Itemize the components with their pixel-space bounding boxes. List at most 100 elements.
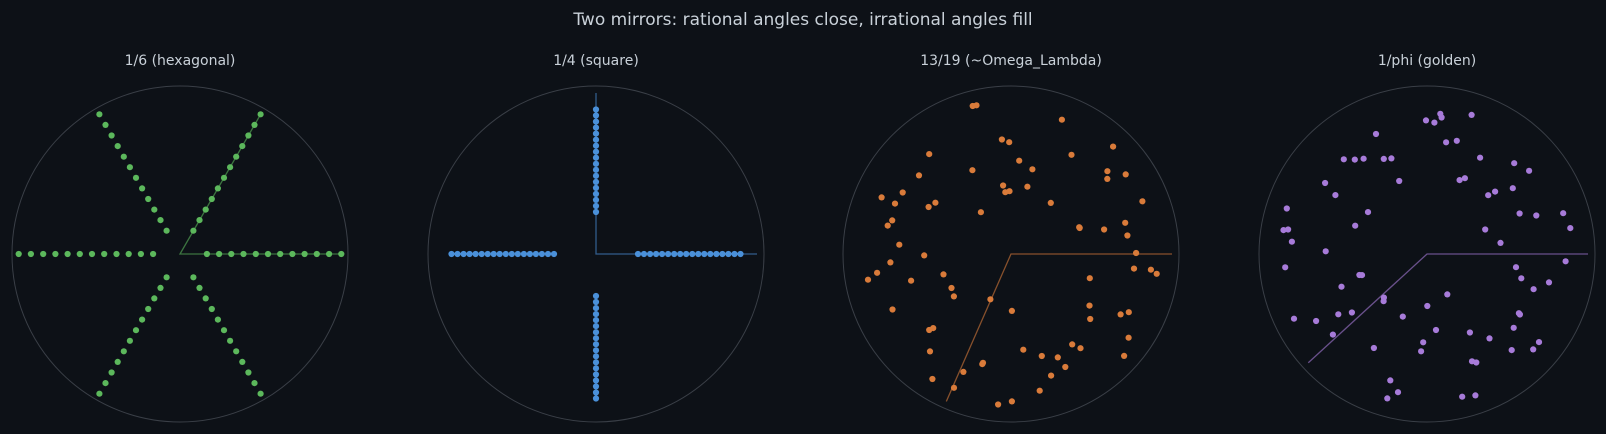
panel-3-mirror-lines xyxy=(945,253,1172,402)
panel-3-point xyxy=(1016,157,1023,164)
panel-2-point xyxy=(671,250,678,258)
panel-2-point xyxy=(592,160,600,167)
panel-3-point xyxy=(969,102,976,110)
panel-3-point xyxy=(1062,363,1069,371)
panel-2-point xyxy=(484,250,491,258)
panel-1-plot xyxy=(11,85,349,423)
panel-1-point xyxy=(257,111,264,118)
panel-3-point xyxy=(1139,198,1146,205)
panel-3-point xyxy=(1086,302,1093,309)
panel-1-point xyxy=(108,132,115,139)
panel-3-point xyxy=(950,293,958,300)
panel-1-point xyxy=(233,348,240,355)
panel-3-circle xyxy=(842,85,1180,423)
panel-1-point xyxy=(245,132,252,139)
panel-2-point xyxy=(496,250,503,258)
panel-4-point xyxy=(1290,315,1298,322)
panel-1-point xyxy=(137,250,144,258)
panel-3-point xyxy=(915,172,923,179)
panel-1-point xyxy=(101,250,108,258)
panel-2-point xyxy=(683,250,690,258)
panel-4-point xyxy=(1340,156,1347,163)
panel-2-point xyxy=(466,250,473,258)
panel-1-point xyxy=(214,316,221,323)
panel-3-plot xyxy=(842,85,1180,423)
panel-4-point xyxy=(1453,137,1460,144)
panel-2-point xyxy=(592,389,600,396)
panel-4-point xyxy=(1562,258,1569,265)
panel-3-point xyxy=(896,241,903,248)
panel-1-point xyxy=(190,227,197,234)
panel-2-point xyxy=(592,130,600,137)
panel-3-point xyxy=(1038,352,1045,360)
panel-1-point xyxy=(277,250,284,258)
panel-3-point xyxy=(1124,232,1131,239)
panel-1-point xyxy=(239,143,246,150)
panel-2-point xyxy=(659,250,666,258)
panel-3-point xyxy=(884,222,891,229)
panel-3-point xyxy=(1133,249,1140,257)
panel-1-point xyxy=(251,380,258,387)
panel-4-point xyxy=(1380,155,1387,162)
panel-4-circle xyxy=(1258,85,1596,423)
panel-3-point xyxy=(878,194,885,201)
panel-4-point xyxy=(1459,393,1466,400)
panel-2-point xyxy=(526,250,534,258)
panel-3-point xyxy=(1006,139,1013,146)
panel-3-point xyxy=(1130,265,1138,272)
panel-3-point xyxy=(995,401,1002,408)
panel-2-point xyxy=(592,124,600,131)
panel-3-point xyxy=(1153,270,1160,277)
panel-2-point xyxy=(592,184,600,191)
panel-2-point xyxy=(731,250,738,258)
panel-3-point xyxy=(889,217,896,224)
panel-2-point xyxy=(532,250,540,258)
panel-4-plot xyxy=(1258,85,1596,423)
panel-4: 1/phi (golden) xyxy=(1258,53,1596,423)
panel-4-point xyxy=(1535,339,1543,346)
panel-3-point xyxy=(940,271,947,278)
panel-3-point xyxy=(1054,354,1061,361)
panel-3-point xyxy=(874,269,881,276)
panel-1-point xyxy=(228,250,235,258)
panel-2-point xyxy=(689,250,696,258)
panel-2-point xyxy=(592,347,600,354)
panel-1-point xyxy=(88,250,96,258)
panel-4-point xyxy=(1468,358,1476,365)
panel-3-point xyxy=(1024,183,1031,190)
panel-1-point xyxy=(52,250,59,258)
panel-1-point xyxy=(203,250,210,258)
panel-2-point xyxy=(592,329,600,336)
panel-2-point xyxy=(592,172,600,179)
panel-2-point xyxy=(592,359,600,366)
panel-2-point xyxy=(592,166,600,173)
panel-1-point xyxy=(145,305,152,313)
panel-4-point xyxy=(1533,212,1540,219)
panel-4-point xyxy=(1516,210,1523,217)
panel-4-point xyxy=(1438,114,1445,121)
panel-3-point xyxy=(908,277,915,284)
panel-2-point xyxy=(634,250,642,258)
panel-1-point xyxy=(220,327,228,334)
panel-3-point xyxy=(1087,315,1094,323)
panel-4-point xyxy=(1322,248,1329,255)
panel-3-point xyxy=(925,203,932,211)
panel-1-title: 1/6 (hexagonal) xyxy=(125,53,236,69)
panel-3-point xyxy=(864,276,872,283)
panel-4-point xyxy=(1322,179,1329,187)
panel-1-point xyxy=(227,164,234,171)
panel-2-point xyxy=(592,208,600,216)
panel-2-point xyxy=(695,250,702,258)
panel-4-point xyxy=(1360,155,1367,162)
panel-2-point xyxy=(550,250,558,258)
panel-4-point xyxy=(1461,175,1468,182)
panel-2-point xyxy=(592,395,600,402)
panel-1-point xyxy=(139,316,146,323)
panel-3-point xyxy=(1104,175,1111,182)
panel-3-point xyxy=(969,167,976,174)
panel-4-point xyxy=(1387,377,1394,384)
panel-1-point xyxy=(114,143,121,150)
panel-1-point xyxy=(76,250,83,258)
panel-3-point xyxy=(929,375,936,383)
panel-4-point xyxy=(1282,264,1289,271)
